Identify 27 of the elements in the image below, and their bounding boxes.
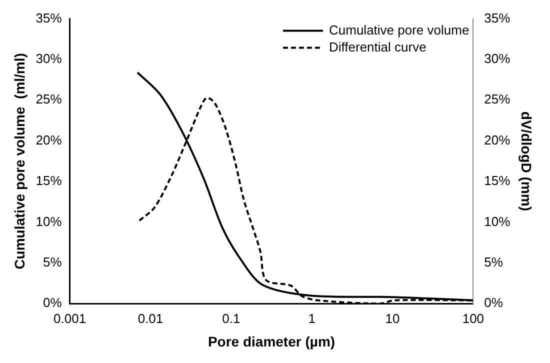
y-tick-label: 25% bbox=[36, 92, 62, 107]
x-tick-label: 10 bbox=[385, 310, 400, 326]
y2-axis-title: dV/dlogD (mm) bbox=[518, 111, 535, 211]
y-tick-label: 15% bbox=[36, 173, 62, 188]
y2-tick-label: 0% bbox=[484, 295, 504, 310]
y-tick-label: 0% bbox=[43, 295, 62, 310]
y2-tick-label: 15% bbox=[484, 173, 511, 188]
x-tick-label: 0.001 bbox=[54, 310, 86, 326]
y2-tick-label: 30% bbox=[484, 51, 511, 66]
x-tick-label: 0.01 bbox=[138, 310, 164, 326]
y2-tick-label: 35% bbox=[484, 10, 511, 26]
y-tick-label: 10% bbox=[36, 214, 62, 229]
y-tick-label: 35% bbox=[36, 10, 62, 26]
x-tick-label: 0.1 bbox=[222, 310, 240, 326]
legend-label: Cumulative pore volume bbox=[329, 22, 470, 38]
x-tick-label: 100 bbox=[462, 310, 484, 326]
y2-tick-label: 10% bbox=[484, 214, 511, 229]
y-tick-label: 20% bbox=[36, 132, 62, 148]
y-tick-label: 5% bbox=[43, 254, 62, 270]
y-tick-label: 30% bbox=[36, 51, 62, 66]
y2-tick-label: 20% bbox=[484, 132, 511, 148]
y2-tick-label: 25% bbox=[484, 92, 511, 107]
x-axis-title: Pore diameter (µm) bbox=[208, 333, 336, 350]
y2-tick-label: 5% bbox=[484, 254, 504, 270]
legend-label: Differential curve bbox=[329, 39, 426, 54]
x-tick-label: 1 bbox=[308, 310, 316, 326]
y-axis-title: Cumulative pore volume (ml/ml) bbox=[11, 53, 28, 270]
